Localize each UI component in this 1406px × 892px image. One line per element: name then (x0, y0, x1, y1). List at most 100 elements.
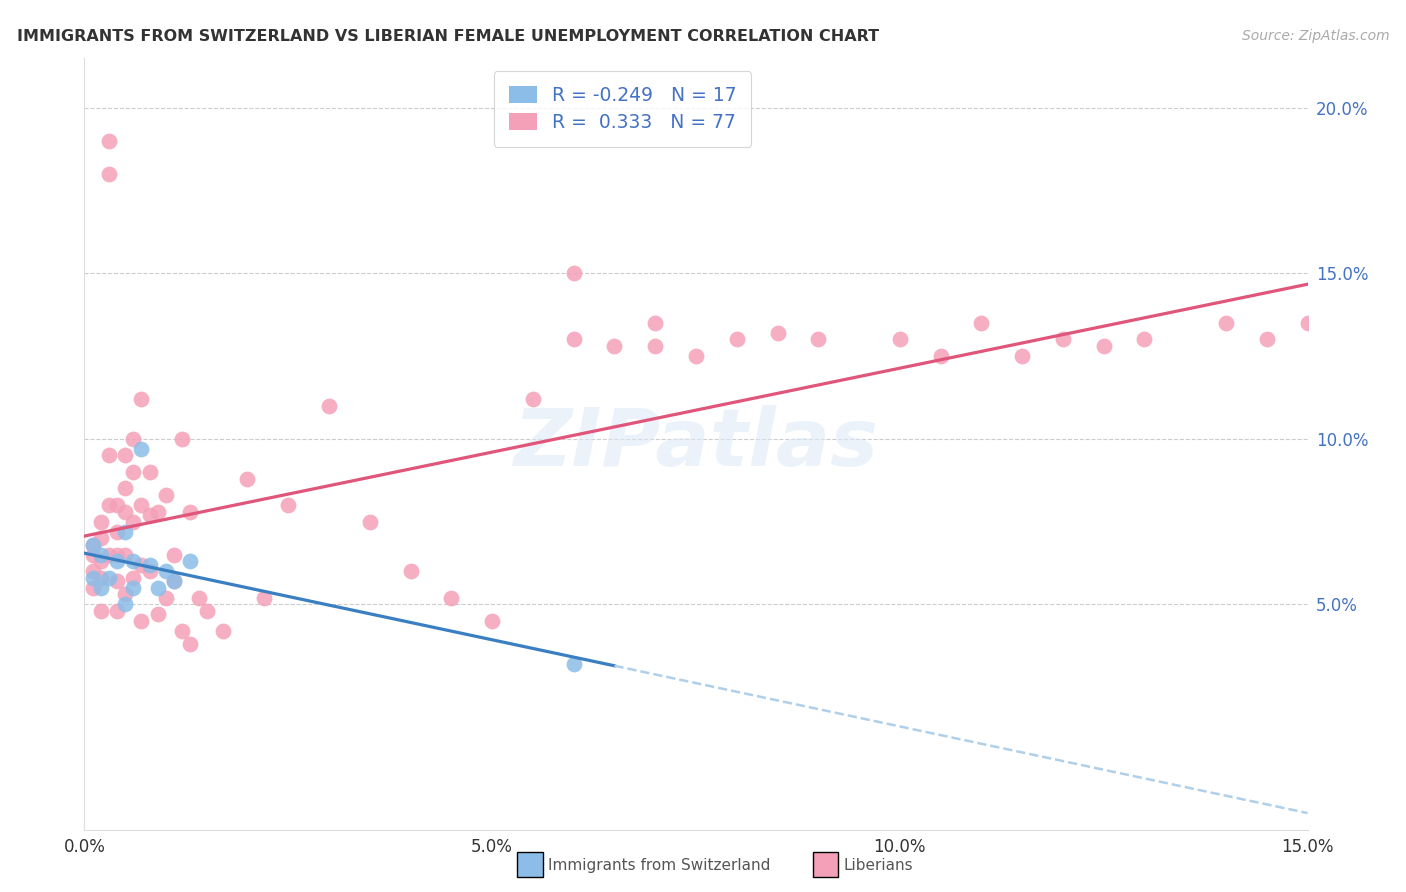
Point (114, 524, 136, 539)
Point (163, 574, 186, 589)
Text: Immigrants from Switzerland: Immigrants from Switzerland (548, 858, 770, 872)
Point (82, 548, 104, 562)
Point (644, 339, 666, 353)
Point (97, 134, 120, 148)
Point (1256, 333, 1278, 347)
Point (90, 581, 112, 595)
Point (1011, 349, 1033, 363)
Point (172, 624, 194, 638)
Point (105, 498, 128, 512)
Point (685, 349, 707, 363)
Point (212, 624, 235, 638)
Text: Liberians: Liberians (844, 858, 914, 872)
Point (122, 515, 145, 529)
Point (122, 465, 145, 479)
Text: Source: ZipAtlas.com: Source: ZipAtlas.com (1241, 29, 1389, 44)
Point (105, 548, 128, 562)
Point (82, 538, 104, 552)
Point (131, 558, 153, 572)
Point (1092, 339, 1115, 353)
Point (122, 554, 145, 568)
Point (179, 637, 201, 651)
Point (155, 488, 177, 502)
Point (562, 657, 585, 671)
Point (122, 432, 145, 446)
Point (889, 333, 911, 347)
Point (146, 581, 169, 595)
Point (97, 498, 120, 512)
Point (163, 574, 186, 589)
Point (82, 571, 104, 585)
Point (179, 554, 201, 568)
Point (318, 399, 340, 413)
Point (562, 333, 585, 347)
Point (114, 587, 136, 601)
Point (277, 498, 299, 512)
Point (138, 558, 160, 572)
Point (114, 548, 136, 562)
Point (1133, 333, 1156, 347)
Point (131, 498, 153, 512)
Point (163, 548, 186, 562)
Point (970, 316, 993, 330)
Point (114, 598, 136, 612)
Point (146, 505, 169, 519)
Point (725, 333, 748, 347)
Text: ZIPatlas: ZIPatlas (513, 405, 879, 483)
Point (97, 548, 120, 562)
Point (1215, 316, 1237, 330)
Point (97, 448, 120, 462)
Point (105, 574, 128, 589)
Point (105, 524, 128, 539)
Point (114, 448, 136, 462)
Point (131, 614, 153, 628)
Point (90, 531, 112, 545)
Point (766, 326, 789, 340)
Point (172, 432, 194, 446)
Point (440, 591, 463, 605)
Point (155, 591, 177, 605)
Point (90, 571, 112, 585)
Point (236, 471, 259, 485)
Point (807, 333, 830, 347)
Point (97, 167, 120, 181)
Point (1052, 333, 1074, 347)
Point (253, 591, 276, 605)
Point (97, 571, 120, 585)
Point (138, 508, 160, 522)
Point (82, 581, 104, 595)
Point (1296, 316, 1319, 330)
Point (522, 392, 544, 406)
Point (82, 538, 104, 552)
Point (399, 564, 422, 578)
Point (122, 571, 145, 585)
Legend: R = -0.249   N = 17, R =  0.333   N = 77: R = -0.249 N = 17, R = 0.333 N = 77 (494, 71, 751, 146)
Point (90, 554, 112, 568)
Point (131, 442, 153, 456)
Point (90, 515, 112, 529)
Point (105, 604, 128, 618)
Point (1337, 333, 1360, 347)
Point (90, 548, 112, 562)
Point (138, 564, 160, 578)
Point (603, 339, 626, 353)
Point (131, 392, 153, 406)
Point (155, 564, 177, 578)
Point (114, 482, 136, 496)
Point (562, 266, 585, 280)
Point (122, 581, 145, 595)
Point (644, 316, 666, 330)
Text: IMMIGRANTS FROM SWITZERLAND VS LIBERIAN FEMALE UNEMPLOYMENT CORRELATION CHART: IMMIGRANTS FROM SWITZERLAND VS LIBERIAN … (17, 29, 879, 45)
Point (359, 515, 381, 529)
Point (138, 465, 160, 479)
Point (481, 614, 503, 628)
Point (114, 505, 136, 519)
Point (179, 505, 201, 519)
Point (105, 554, 128, 568)
Point (929, 349, 952, 363)
Point (90, 604, 112, 618)
Point (146, 607, 169, 622)
Point (187, 591, 209, 605)
Point (82, 564, 104, 578)
Point (195, 604, 218, 618)
